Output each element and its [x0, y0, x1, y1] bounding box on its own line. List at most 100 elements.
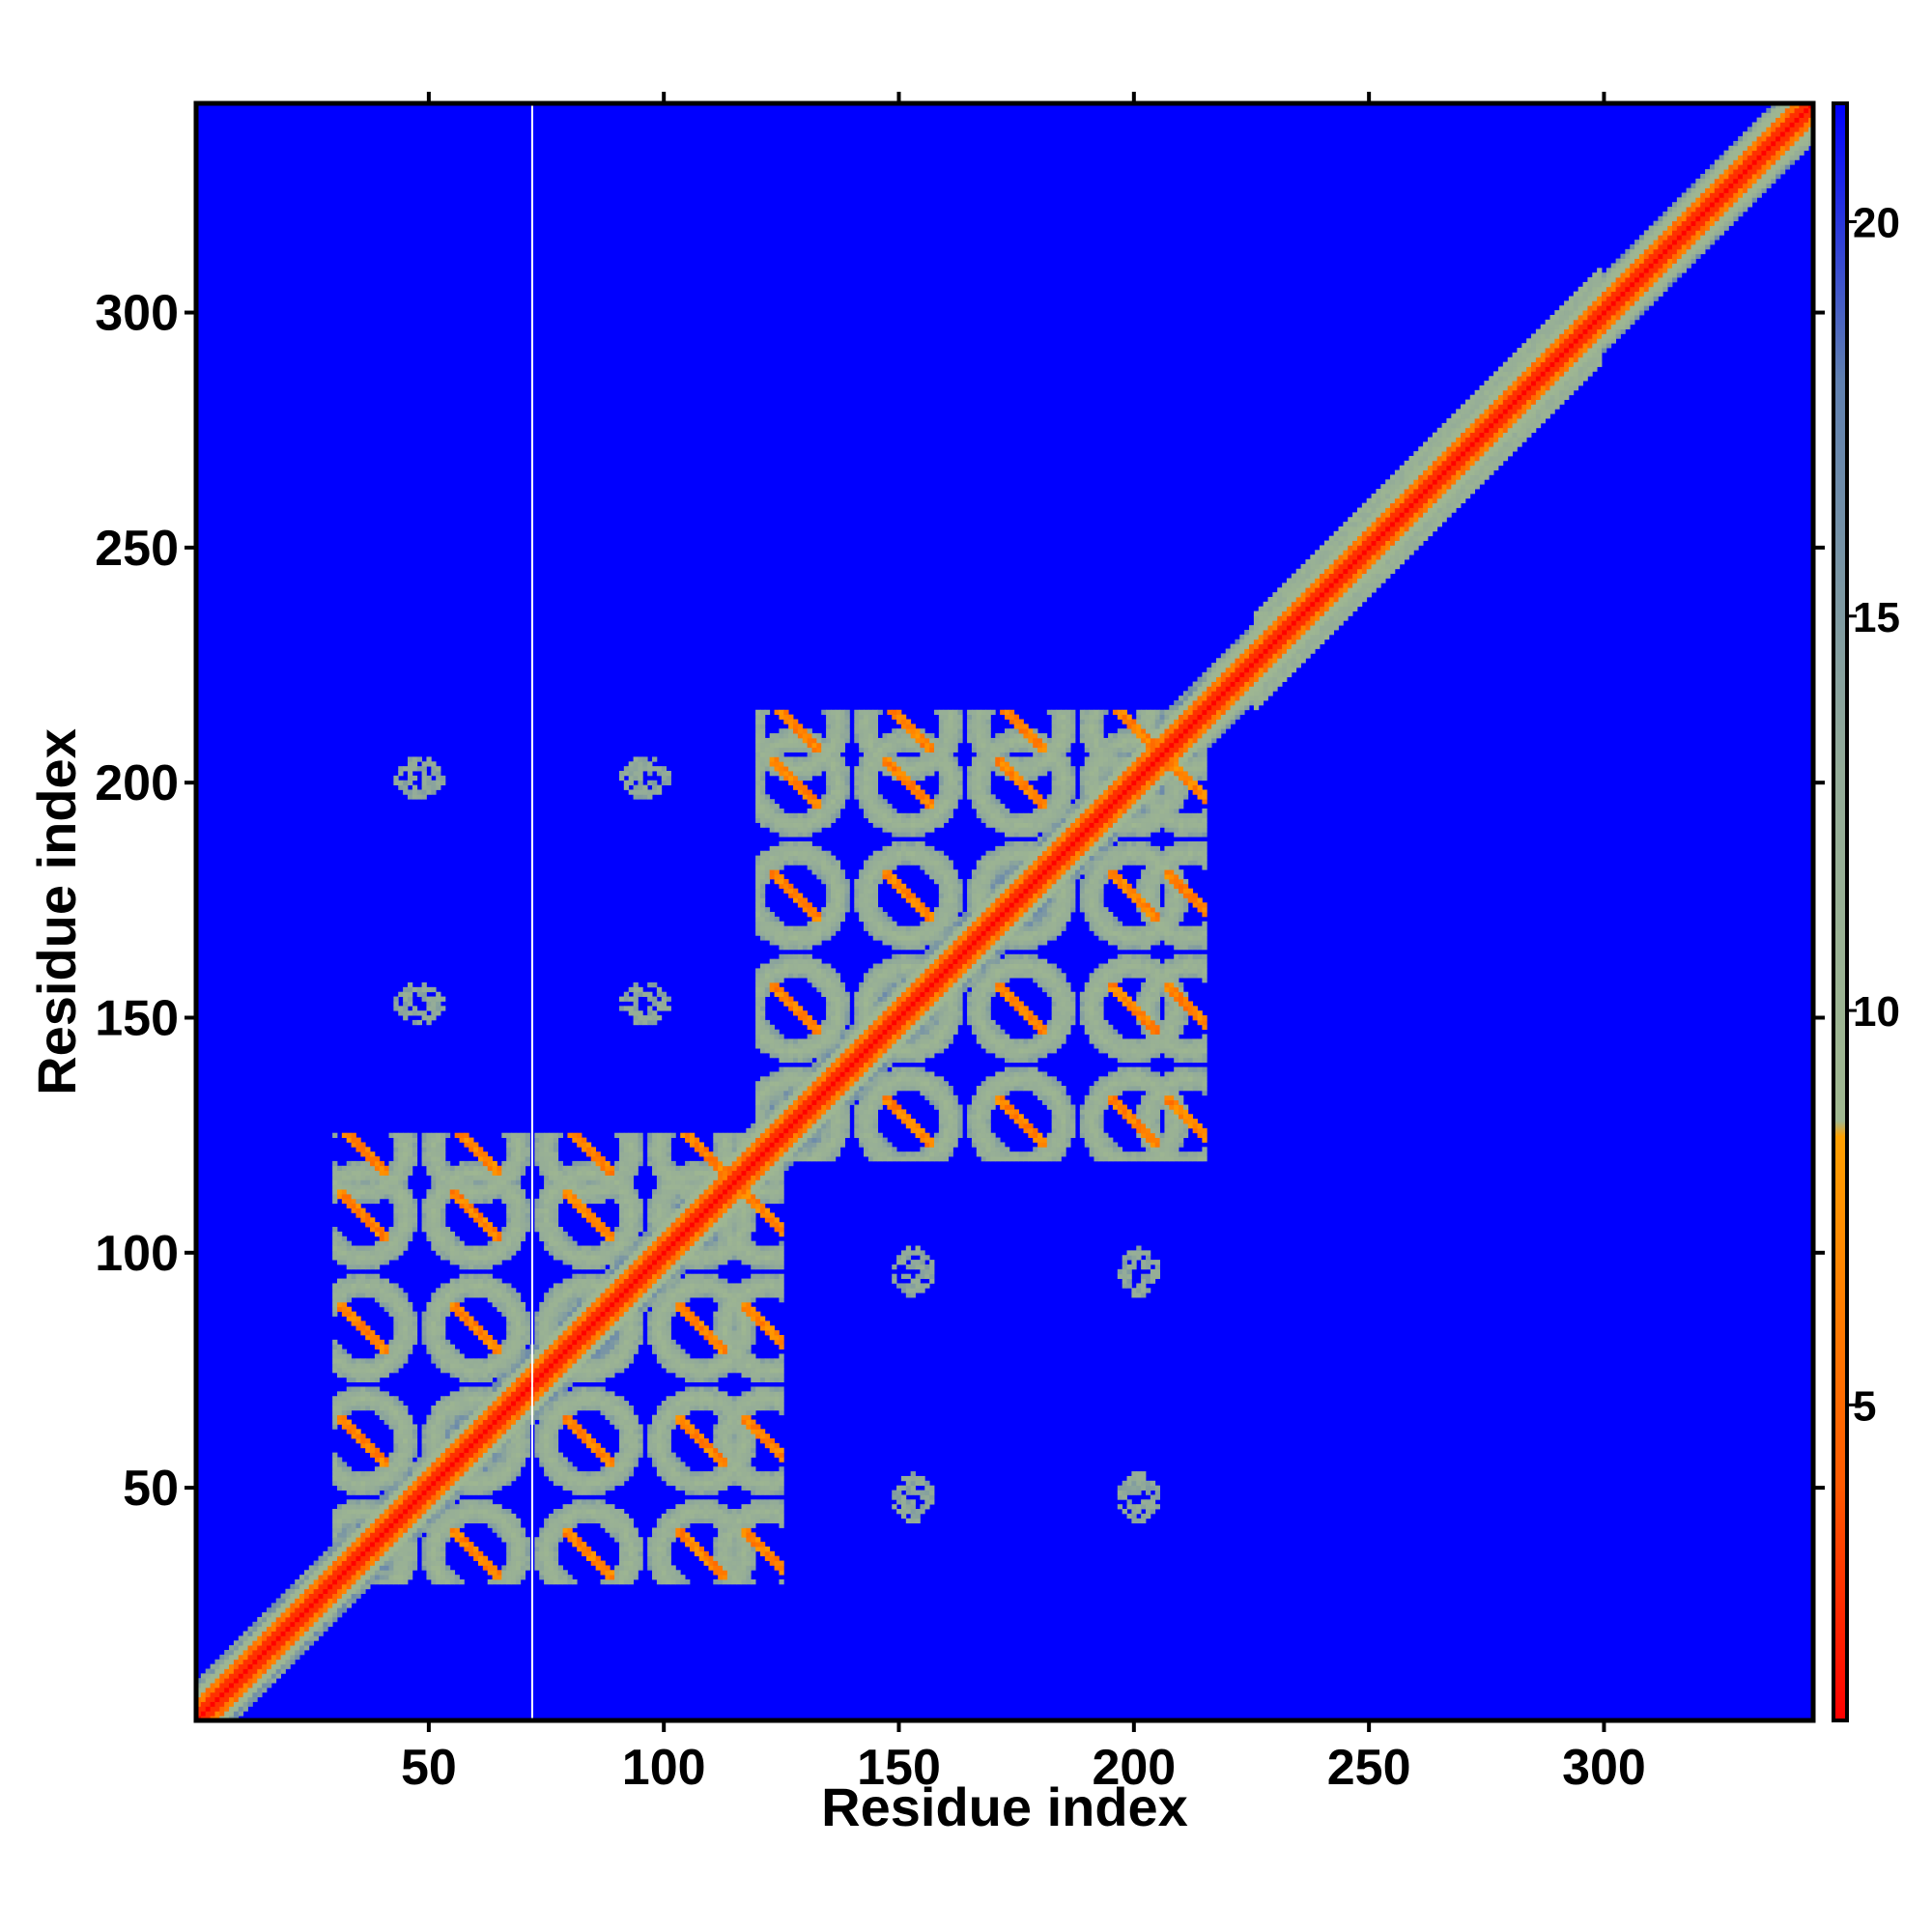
heatmap-cell: [270, 1673, 277, 1679]
heatmap-cell: [511, 1175, 517, 1180]
heatmap-cell: [553, 1391, 559, 1397]
heatmap-cell: [557, 1537, 563, 1543]
heatmap-cell: [444, 1452, 451, 1458]
heatmap-cell: [388, 1494, 394, 1500]
heatmap-cell: [444, 1532, 451, 1538]
heatmap-cell: [454, 1391, 460, 1397]
heatmap-cell: [638, 1250, 643, 1256]
heatmap-cell: [506, 1560, 512, 1566]
heatmap-cell: [238, 1668, 244, 1674]
heatmap-cell: [370, 1405, 376, 1411]
heatmap-cell: [614, 1344, 620, 1350]
heatmap-cell: [332, 1452, 338, 1458]
heatmap-cell: [469, 1429, 474, 1435]
heatmap-cell: [370, 1264, 376, 1270]
heatmap-cell: [205, 1696, 211, 1702]
heatmap-cell: [332, 1575, 338, 1580]
heatmap-cell: [506, 1471, 512, 1477]
heatmap-cell: [544, 1189, 550, 1195]
heatmap-cell: [436, 1550, 441, 1557]
heatmap-cell: [487, 1442, 493, 1449]
heatmap-cell: [473, 1250, 479, 1256]
heatmap-cell: [393, 780, 399, 786]
heatmap-cell: [482, 1555, 489, 1561]
heatmap-cell: [525, 1419, 530, 1425]
heatmap-cell: [242, 1706, 248, 1712]
heatmap-cell: [501, 1283, 507, 1289]
heatmap-cell: [285, 1626, 291, 1632]
heatmap-cell: [351, 1264, 356, 1270]
heatmap-cell: [577, 1537, 582, 1543]
heatmap-cell: [449, 1438, 456, 1444]
heatmap-cell: [515, 1344, 522, 1350]
heatmap-cell: [539, 1137, 545, 1143]
heatmap-cell: [407, 1499, 413, 1505]
heatmap-cell: [398, 1245, 404, 1251]
heatmap-cell: [308, 1565, 315, 1571]
heatmap-cell: [515, 1137, 522, 1143]
heatmap-cell: [618, 1447, 625, 1454]
heatmap-cell: [628, 1409, 634, 1416]
heatmap-cell: [459, 1419, 465, 1425]
heatmap-cell: [384, 1401, 389, 1406]
heatmap-cell: [539, 1537, 545, 1543]
heatmap-cell: [270, 1678, 277, 1684]
heatmap-cell: [618, 1293, 625, 1298]
heatmap-cell: [473, 1485, 479, 1491]
heatmap-cell: [614, 1565, 620, 1571]
heatmap-cell: [351, 1283, 356, 1289]
heatmap-cell: [336, 1165, 343, 1172]
heatmap-cell: [548, 1306, 554, 1313]
heatmap-cell: [497, 1363, 502, 1369]
heatmap-cell: [548, 1537, 554, 1543]
heatmap-cell: [407, 1550, 413, 1557]
heatmap-cell: [590, 1339, 597, 1346]
heatmap-cell: [544, 1372, 550, 1378]
heatmap-cell: [610, 1321, 615, 1326]
heatmap-cell: [431, 771, 437, 777]
heatmap-cell: [618, 1179, 625, 1185]
heatmap-cell: [482, 1250, 489, 1256]
heatmap-cell: [633, 996, 639, 1002]
heatmap-cell: [600, 1565, 606, 1571]
heatmap-cell: [436, 1452, 441, 1458]
heatmap-cell: [407, 780, 413, 786]
heatmap-cell: [553, 1255, 559, 1261]
heatmap-cell: [548, 1227, 554, 1233]
heatmap-cell: [224, 1668, 230, 1674]
heatmap-cell: [482, 1358, 489, 1364]
heatmap-cell: [444, 1438, 451, 1444]
heatmap-cell: [346, 1240, 352, 1246]
heatmap-cell: [318, 1593, 324, 1599]
heatmap-cell: [393, 1442, 399, 1449]
heatmap-cell: [421, 1339, 427, 1346]
heatmap-cell: [365, 1405, 371, 1411]
heatmap-cell: [360, 1165, 366, 1172]
heatmap-cell: [370, 1490, 376, 1495]
heatmap-cell: [393, 1334, 399, 1341]
heatmap-cell: [360, 1532, 366, 1538]
heatmap-cell: [341, 1513, 348, 1520]
heatmap-cell: [426, 1429, 432, 1435]
heatmap-cell: [346, 1419, 352, 1425]
heatmap-cell: [506, 1142, 512, 1148]
heatmap-cell: [403, 1156, 409, 1162]
heatmap-cell: [572, 1480, 578, 1487]
heatmap-cell: [628, 1527, 634, 1533]
heatmap-cell: [633, 1429, 639, 1435]
heatmap-cell: [257, 1650, 263, 1656]
heatmap-cell: [398, 1527, 404, 1533]
heatmap-cell: [628, 1147, 634, 1152]
heatmap-cell: [501, 1462, 507, 1467]
heatmap-cell: [365, 1264, 371, 1270]
heatmap-cell: [548, 1457, 554, 1463]
heatmap-cell: [638, 1288, 643, 1293]
heatmap-cell: [539, 1542, 545, 1548]
heatmap-cell: [623, 1151, 630, 1157]
heatmap-cell: [332, 1475, 338, 1482]
heatmap-cell: [567, 1485, 573, 1491]
heatmap-cell: [585, 1480, 592, 1487]
heatmap-cell: [525, 1325, 530, 1331]
heatmap-cell: [403, 1565, 409, 1571]
heatmap-cell: [506, 1203, 512, 1208]
